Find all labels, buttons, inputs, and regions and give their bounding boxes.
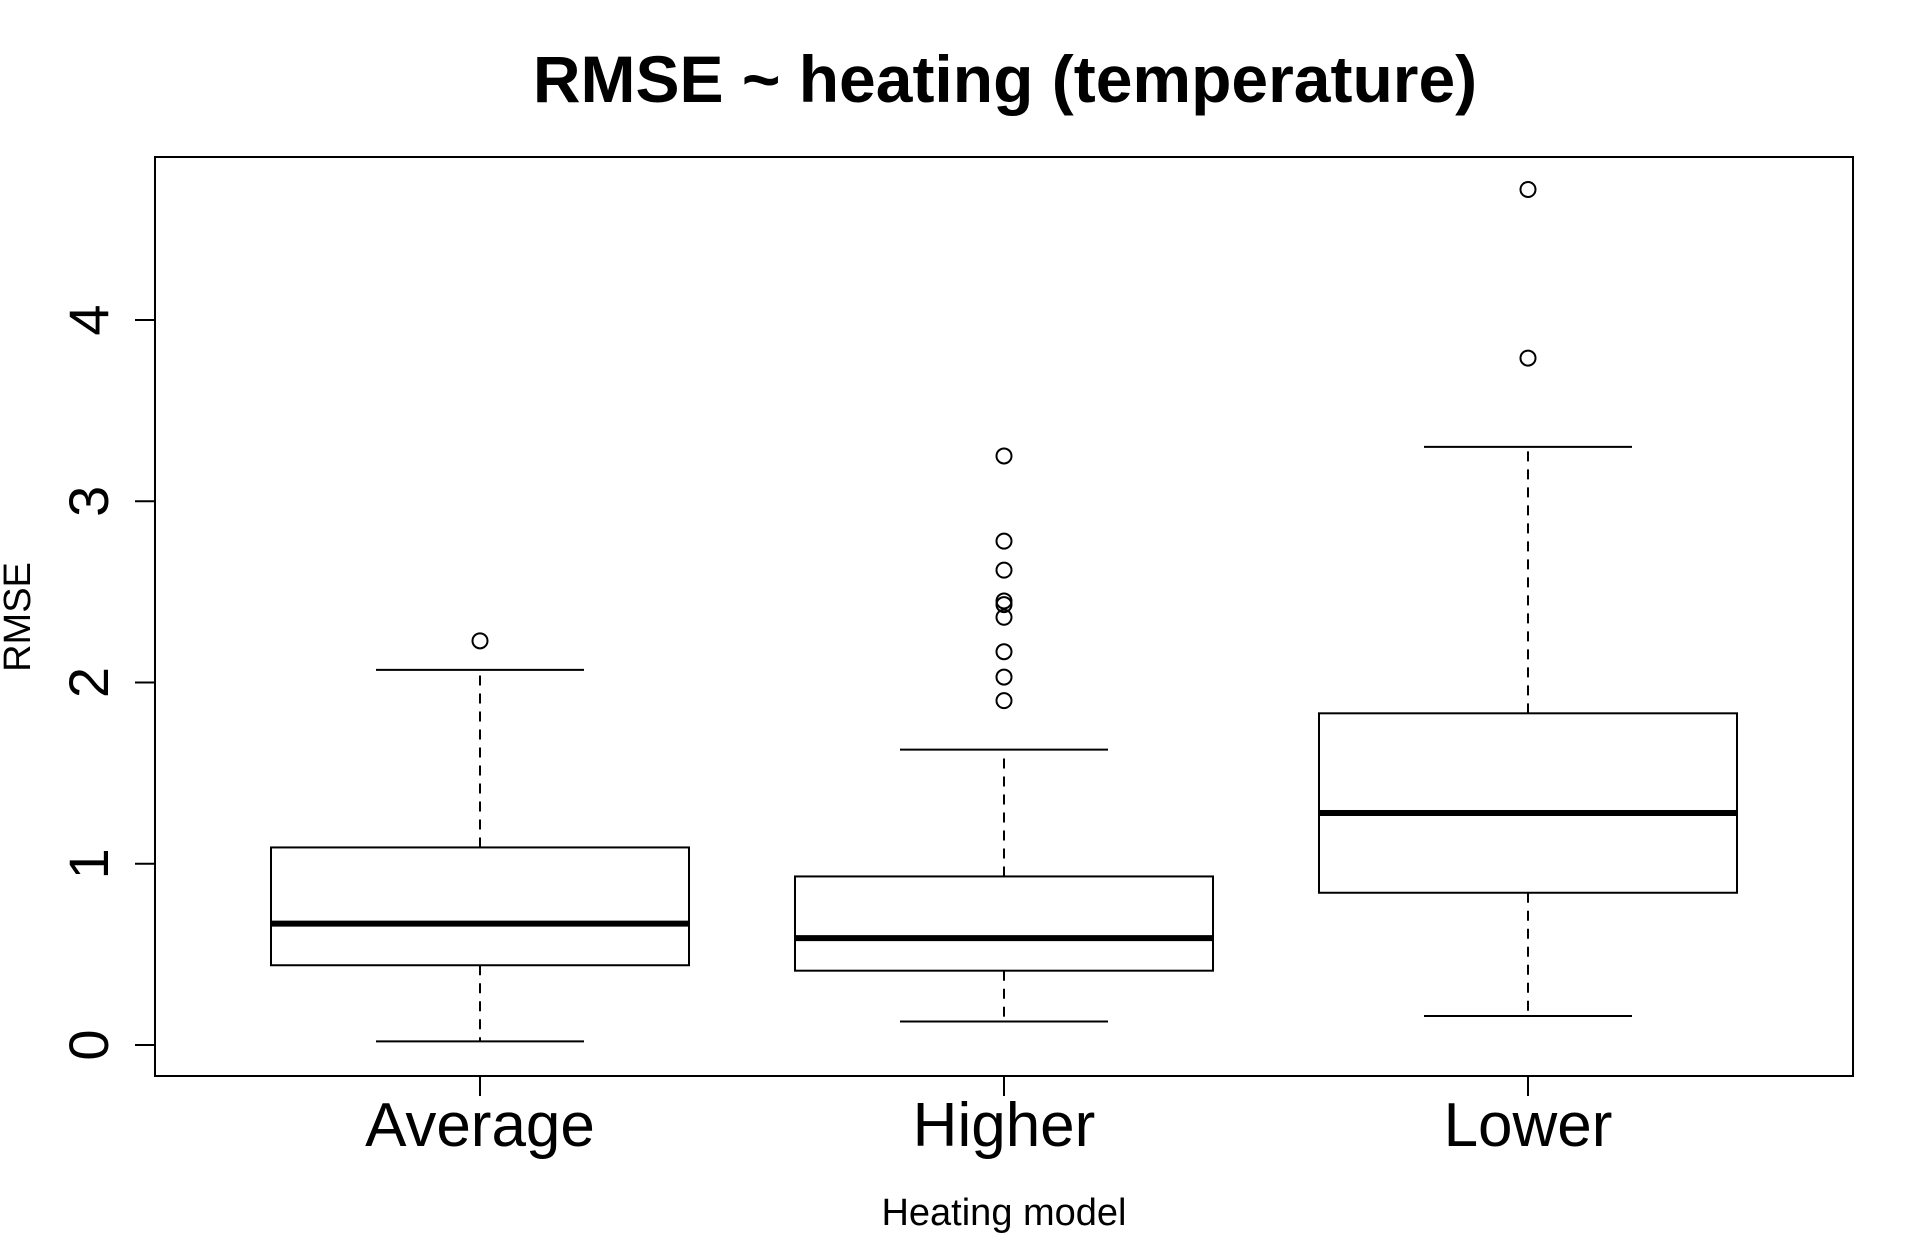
outlier-point xyxy=(995,608,1013,626)
box-iqr xyxy=(270,846,690,967)
box-group-higher xyxy=(794,447,1214,1023)
outlier-point xyxy=(995,447,1013,465)
box-group-average xyxy=(270,632,690,1043)
y-tick-label: 2 xyxy=(57,667,120,698)
y-tick-label: 4 xyxy=(57,304,120,335)
y-tick-label: 0 xyxy=(57,1029,120,1060)
chart-title: RMSE ~ heating (temperature) xyxy=(533,42,1477,116)
outlier-point xyxy=(995,561,1013,579)
outlier-point xyxy=(1519,181,1537,198)
x-tick-label: Lower xyxy=(1444,1091,1613,1160)
box-group-lower xyxy=(1318,181,1738,1017)
outlier-point xyxy=(1519,349,1537,367)
y-tick-label: 1 xyxy=(57,848,120,879)
outlier-point xyxy=(995,643,1013,661)
y-axis-label: RMSE xyxy=(0,562,39,672)
outlier-point xyxy=(995,668,1013,686)
y-axis: 0 1 2 3 4 xyxy=(57,304,155,1061)
x-axis: Average Higher Lower xyxy=(365,1076,1612,1160)
box-series xyxy=(270,181,1738,1043)
outlier-point xyxy=(995,532,1013,550)
x-tick-label: Average xyxy=(365,1091,595,1160)
outlier-point xyxy=(995,692,1013,710)
box-iqr xyxy=(794,875,1214,972)
box-iqr xyxy=(1318,712,1738,894)
y-tick-label: 3 xyxy=(57,486,120,517)
x-tick-label: Higher xyxy=(913,1091,1096,1160)
outlier-point xyxy=(995,592,1013,610)
outlier-point xyxy=(471,632,489,650)
x-axis-label: Heating model xyxy=(881,1192,1126,1234)
